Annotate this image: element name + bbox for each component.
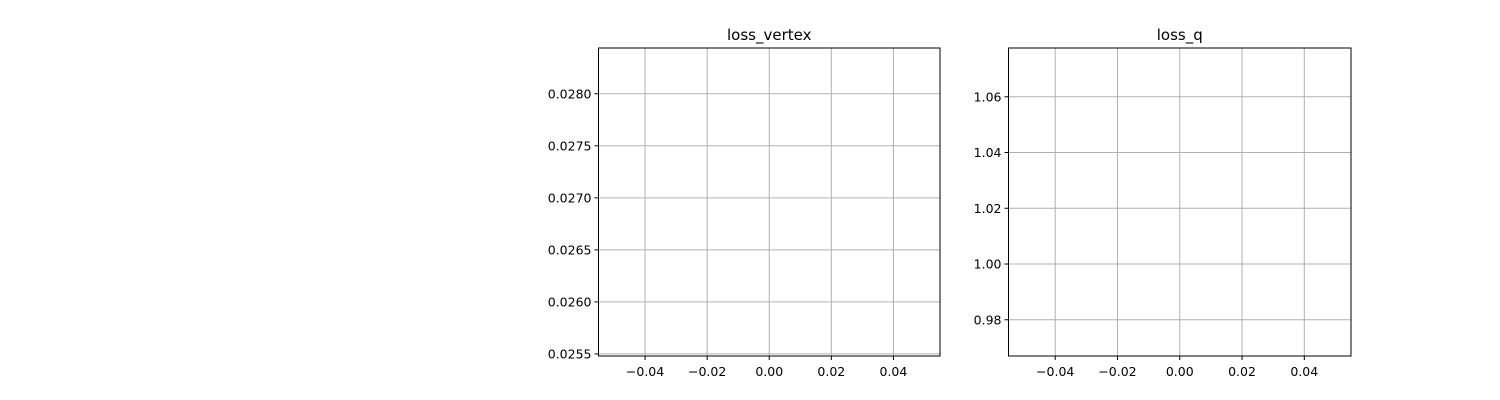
x-tick-label: 0.04 (880, 364, 908, 379)
chart-title: loss_q (1157, 26, 1203, 45)
y-tick-label: 0.0275 (548, 138, 592, 153)
y-tick-label: 1.06 (974, 89, 1002, 104)
x-tick-label: 0.00 (1166, 364, 1194, 379)
x-tick-label: −0.04 (626, 364, 664, 379)
y-tick-label: 1.00 (974, 257, 1002, 272)
axes-frame (598, 47, 941, 357)
y-tick-label: 0.98 (974, 312, 1002, 327)
x-tick-label: −0.04 (1036, 364, 1074, 379)
chart-title: loss_vertex (727, 26, 812, 45)
y-tick-label: 0.0265 (548, 242, 592, 257)
x-tick-label: 0.04 (1290, 364, 1318, 379)
subplot-2: −0.04 −0.02 0.00 0.02 0.04 0.98 1.00 1.02 1.04 1.… (974, 26, 1352, 379)
subplot-1: −0.04 −0.02 0.00 0.02 0.04 0.0255 0.0260 0.0265… (548, 26, 941, 379)
x-tick-label: 0.02 (1228, 364, 1256, 379)
y-tick-label: 0.0255 (548, 346, 592, 361)
x-tick-label: −0.02 (1098, 364, 1136, 379)
y-tick-label: 1.02 (974, 201, 1002, 216)
y-tick-label: 0.0260 (548, 294, 592, 309)
x-tick-label: −0.02 (688, 364, 726, 379)
x-tick-label: 0.00 (755, 364, 783, 379)
y-tick-label: 0.0270 (548, 190, 592, 205)
axes-frame (1008, 47, 1352, 357)
y-tick-label: 1.04 (974, 145, 1002, 160)
x-tick-label: 0.02 (817, 364, 845, 379)
y-tick-label: 0.0280 (548, 86, 592, 101)
